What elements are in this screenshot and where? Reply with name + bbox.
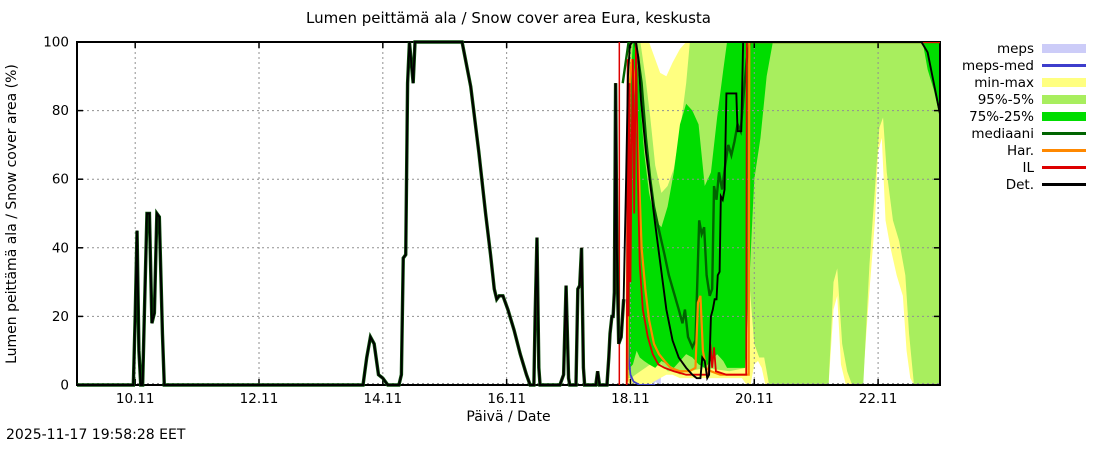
legend-item: meps bbox=[962, 40, 1086, 57]
y-tick-label: 40 bbox=[52, 240, 69, 256]
legend-swatch-band bbox=[1042, 78, 1086, 87]
y-tick-label: 100 bbox=[43, 35, 69, 51]
legend-swatch-band bbox=[1042, 95, 1086, 104]
legend-item: IL bbox=[962, 159, 1086, 176]
timestamp: 2025-11-17 19:58:28 EET bbox=[6, 427, 186, 443]
legend-item: Det. bbox=[962, 176, 1086, 193]
legend-swatch-line bbox=[1042, 166, 1086, 169]
x-tick-label: 10.11 bbox=[116, 391, 155, 407]
legend-item: min-max bbox=[962, 74, 1086, 91]
legend-swatch-band bbox=[1042, 44, 1086, 53]
band-75-25- bbox=[627, 42, 940, 372]
legend-swatch-band bbox=[1042, 112, 1086, 121]
y-tick-label: 60 bbox=[52, 172, 69, 188]
legend-swatch-line bbox=[1042, 149, 1086, 152]
plot-border bbox=[76, 41, 941, 386]
legend-label: IL bbox=[1022, 159, 1034, 176]
x-tick-label: 14.11 bbox=[363, 391, 402, 407]
x-tick-label: 22.11 bbox=[859, 391, 898, 407]
legend-label: meps-med bbox=[962, 57, 1034, 74]
legend-swatch-line bbox=[1042, 64, 1086, 67]
x-tick-label: 20.11 bbox=[735, 391, 774, 407]
y-tick-label: 80 bbox=[52, 103, 69, 119]
legend-item: Har. bbox=[962, 142, 1086, 159]
x-tick-label: 16.11 bbox=[487, 391, 526, 407]
legend: meps meps-med min-max 95%-5% 75%-25% mediaani… bbox=[962, 40, 1086, 193]
legend-label: Det. bbox=[1005, 176, 1034, 193]
legend-item: 75%-25% bbox=[962, 108, 1086, 125]
x-tick-label: 18.11 bbox=[611, 391, 650, 407]
legend-item: mediaani bbox=[962, 125, 1086, 142]
y-tick-label: 20 bbox=[52, 309, 69, 325]
legend-item: 95%-5% bbox=[962, 91, 1086, 108]
x-axis-title: Päivä / Date bbox=[466, 409, 551, 425]
legend-label: 75%-25% bbox=[969, 108, 1034, 125]
det-history-green-shadow bbox=[77, 40, 626, 387]
y-axis-title: Lumen peittämä ala / Snow cover area (%) bbox=[4, 64, 20, 364]
line-det bbox=[77, 41, 941, 386]
legend-label: mediaani bbox=[971, 125, 1034, 142]
legend-item: meps-med bbox=[962, 57, 1086, 74]
y-tick-label: 0 bbox=[60, 378, 69, 394]
legend-swatch-line bbox=[1042, 132, 1086, 135]
chart-title: Lumen peittämä ala / Snow cover area Eur… bbox=[306, 9, 711, 27]
line-mediaani bbox=[621, 42, 940, 351]
legend-label: Har. bbox=[1006, 142, 1034, 159]
line-il bbox=[625, 42, 940, 385]
legend-label: min-max bbox=[974, 74, 1034, 91]
legend-swatch-line bbox=[1042, 183, 1086, 186]
legend-label: meps bbox=[996, 40, 1034, 57]
x-tick-label: 12.11 bbox=[240, 391, 279, 407]
legend-label: 95%-5% bbox=[977, 91, 1034, 108]
